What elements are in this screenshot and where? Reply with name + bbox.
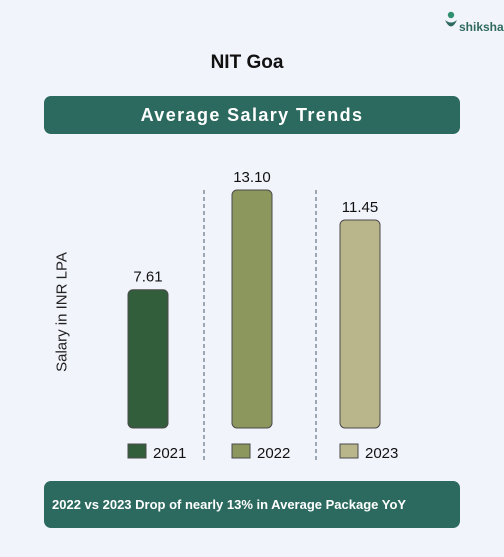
- chart-banner: Average Salary Trends: [44, 96, 460, 134]
- brand-name: shiksha: [459, 20, 504, 34]
- legend-swatch-2022: [231, 443, 251, 459]
- summary-text: 2022 vs 2023 Drop of nearly 13% in Avera…: [52, 497, 407, 512]
- legend-label-2021: 2021: [153, 445, 186, 462]
- brand-logo: shiksha: [444, 10, 504, 34]
- bar-2023: [339, 219, 381, 429]
- data-label-2022: 13.10: [233, 169, 271, 186]
- data-label-2023: 11.45: [342, 199, 378, 216]
- legend-label-2022: 2022: [257, 445, 290, 462]
- page-title: NIT Goa: [210, 52, 284, 73]
- summary-banner: 2022 vs 2023 Drop of nearly 13% in Avera…: [44, 481, 460, 528]
- legend-label-2023: 2023: [365, 445, 398, 462]
- bar-2021: [127, 289, 169, 429]
- bar-2022: [231, 189, 273, 429]
- shiksha-logo-icon: [445, 11, 457, 27]
- data-label-2021: 7.61: [133, 269, 162, 286]
- banner-text: Average Salary Trends: [140, 104, 364, 125]
- legend-swatch-2021: [127, 443, 147, 459]
- legend-swatch-2023: [339, 443, 359, 459]
